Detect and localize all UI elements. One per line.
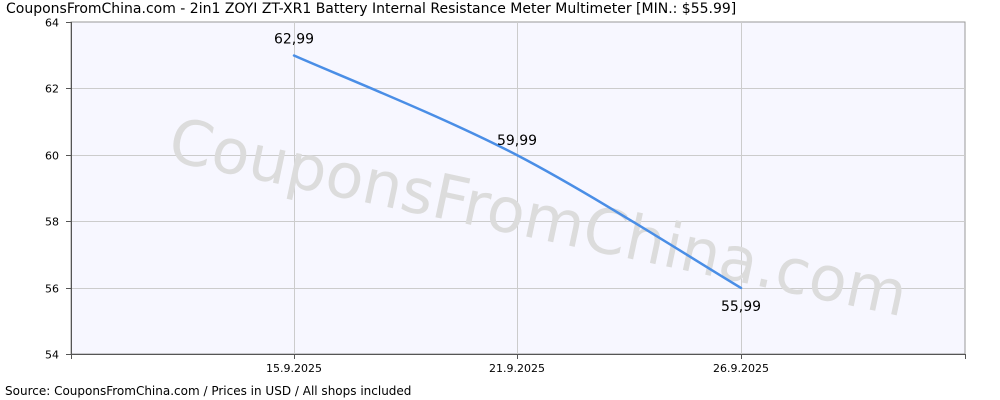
x-tick-label: 15.9.2025 — [266, 362, 322, 375]
x-tick-label: 26.9.2025 — [713, 362, 769, 375]
data-label: 62,99 — [274, 32, 314, 48]
price-line — [292, 54, 743, 290]
y-tick-label: 60 — [45, 150, 59, 163]
chart-title: CouponsFromChina.com - 2in1 ZOYI ZT-XR1 … — [6, 1, 737, 17]
y-tick-label: 56 — [45, 283, 59, 296]
source-note: Source: CouponsFromChina.com / Prices in… — [5, 384, 412, 398]
y-tick-label: 64 — [45, 17, 59, 30]
axes: 54 56 58 60 62 64 15.9.2025 21.9.2025 26.9.2025 — [45, 17, 966, 375]
y-tick-label: 58 — [45, 216, 59, 229]
data-label: 59,99 — [497, 133, 537, 149]
data-labels: 62,99 59,99 55,99 — [274, 32, 761, 315]
y-tick-label: 54 — [45, 349, 59, 362]
y-tick-label: 62 — [45, 83, 59, 96]
data-label: 55,99 — [721, 299, 761, 315]
x-tick-label: 21.9.2025 — [489, 362, 545, 375]
series-layer — [292, 54, 743, 290]
